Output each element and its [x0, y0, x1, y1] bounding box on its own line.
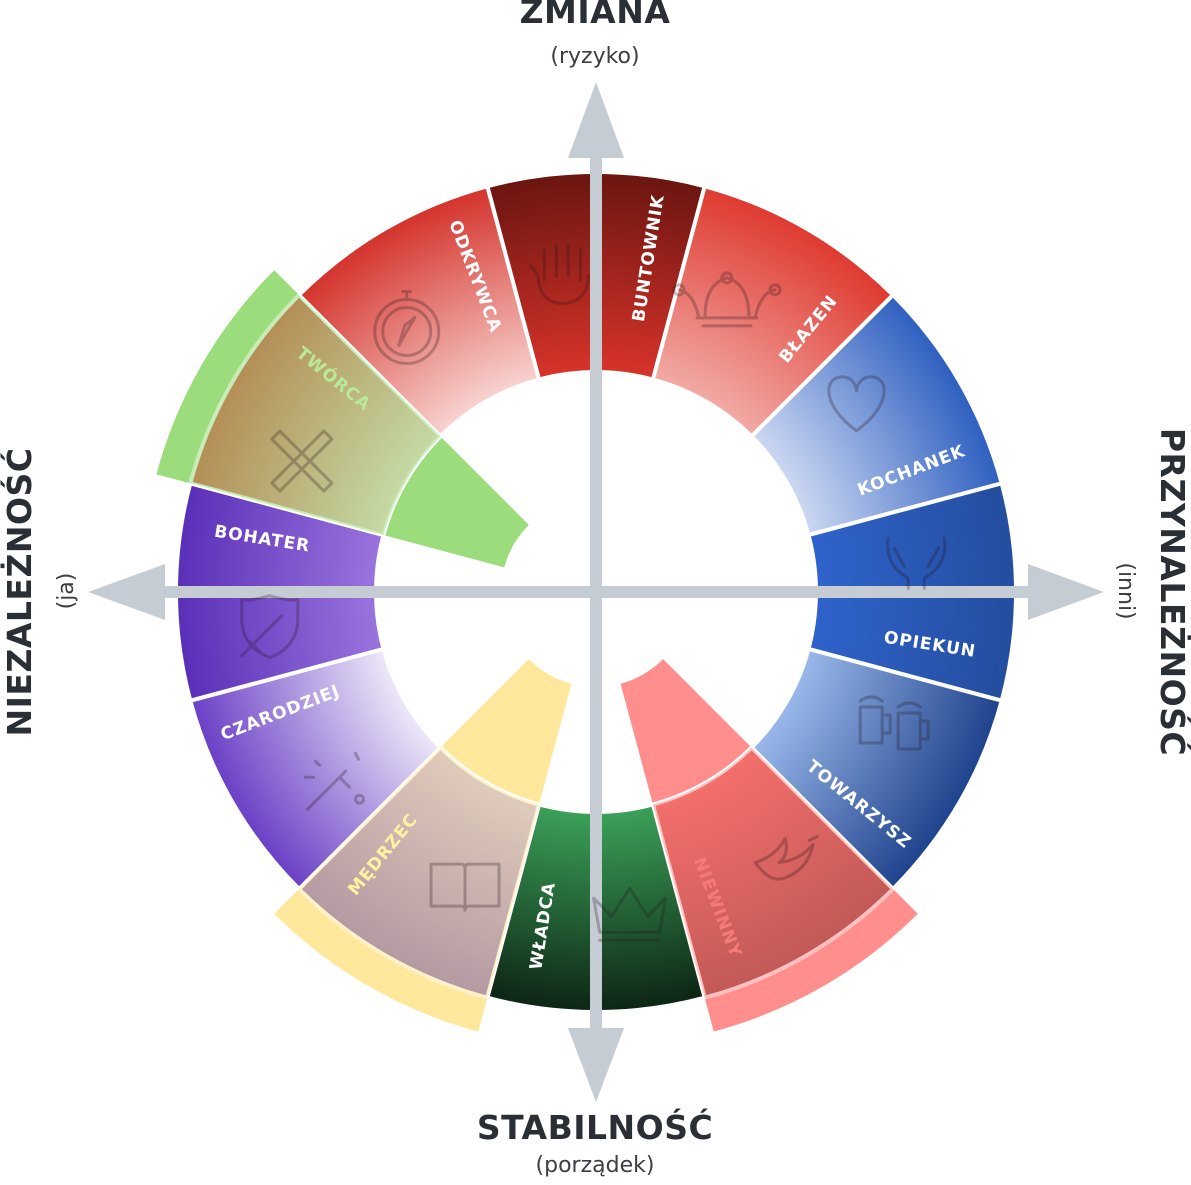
compass-icon [373, 289, 441, 365]
axis-title-right: PRZYNALEŻNOŚĆ [1153, 427, 1191, 757]
shield-sword-icon [240, 594, 300, 660]
book-icon [429, 862, 501, 912]
axis-title-left: NIEZALEŻNOŚĆ [0, 447, 39, 737]
arrow-right [1028, 564, 1104, 620]
beer-mugs-icon [858, 695, 930, 751]
segment-blazen [650, 184, 895, 439]
highlight-overlay-medrzec [274, 747, 540, 1032]
axis-subtitle-left: (ja) [54, 572, 79, 610]
arrow-up [568, 82, 624, 158]
segment-odkrywca [297, 184, 542, 439]
axis-subtitle-right: (inni) [1113, 562, 1138, 620]
arrow-left [88, 564, 165, 620]
fist-icon [528, 244, 590, 306]
axis-title-bottom: STABILNOŚĆ [476, 1108, 714, 1147]
highlight-overlay-tworca [156, 270, 441, 536]
jester-hat-icon [672, 271, 782, 328]
axis-subtitle-top: (ryzyko) [550, 44, 640, 69]
caring-hands-icon [886, 536, 947, 590]
crown-icon [592, 886, 668, 942]
highlight-overlay-niewinny [652, 747, 918, 1032]
axis-subtitle-bottom: (porządek) [535, 1153, 655, 1178]
axis-title-top: ZMIANA [519, 0, 671, 31]
heart-icon [827, 375, 886, 433]
magic-wand-icon [303, 751, 365, 811]
axis-arrows [88, 82, 1104, 1102]
arrow-down [568, 1028, 624, 1102]
pencil-ruler-icon [270, 429, 334, 493]
dove-icon [753, 835, 819, 881]
segment-czarodziej [188, 646, 443, 891]
segment-towarzysz [749, 646, 1004, 891]
icon-layer [240, 244, 947, 942]
segment-kochanek [749, 293, 1004, 538]
segment-layer [156, 170, 1018, 1032]
horizontal-axis [155, 586, 1035, 598]
